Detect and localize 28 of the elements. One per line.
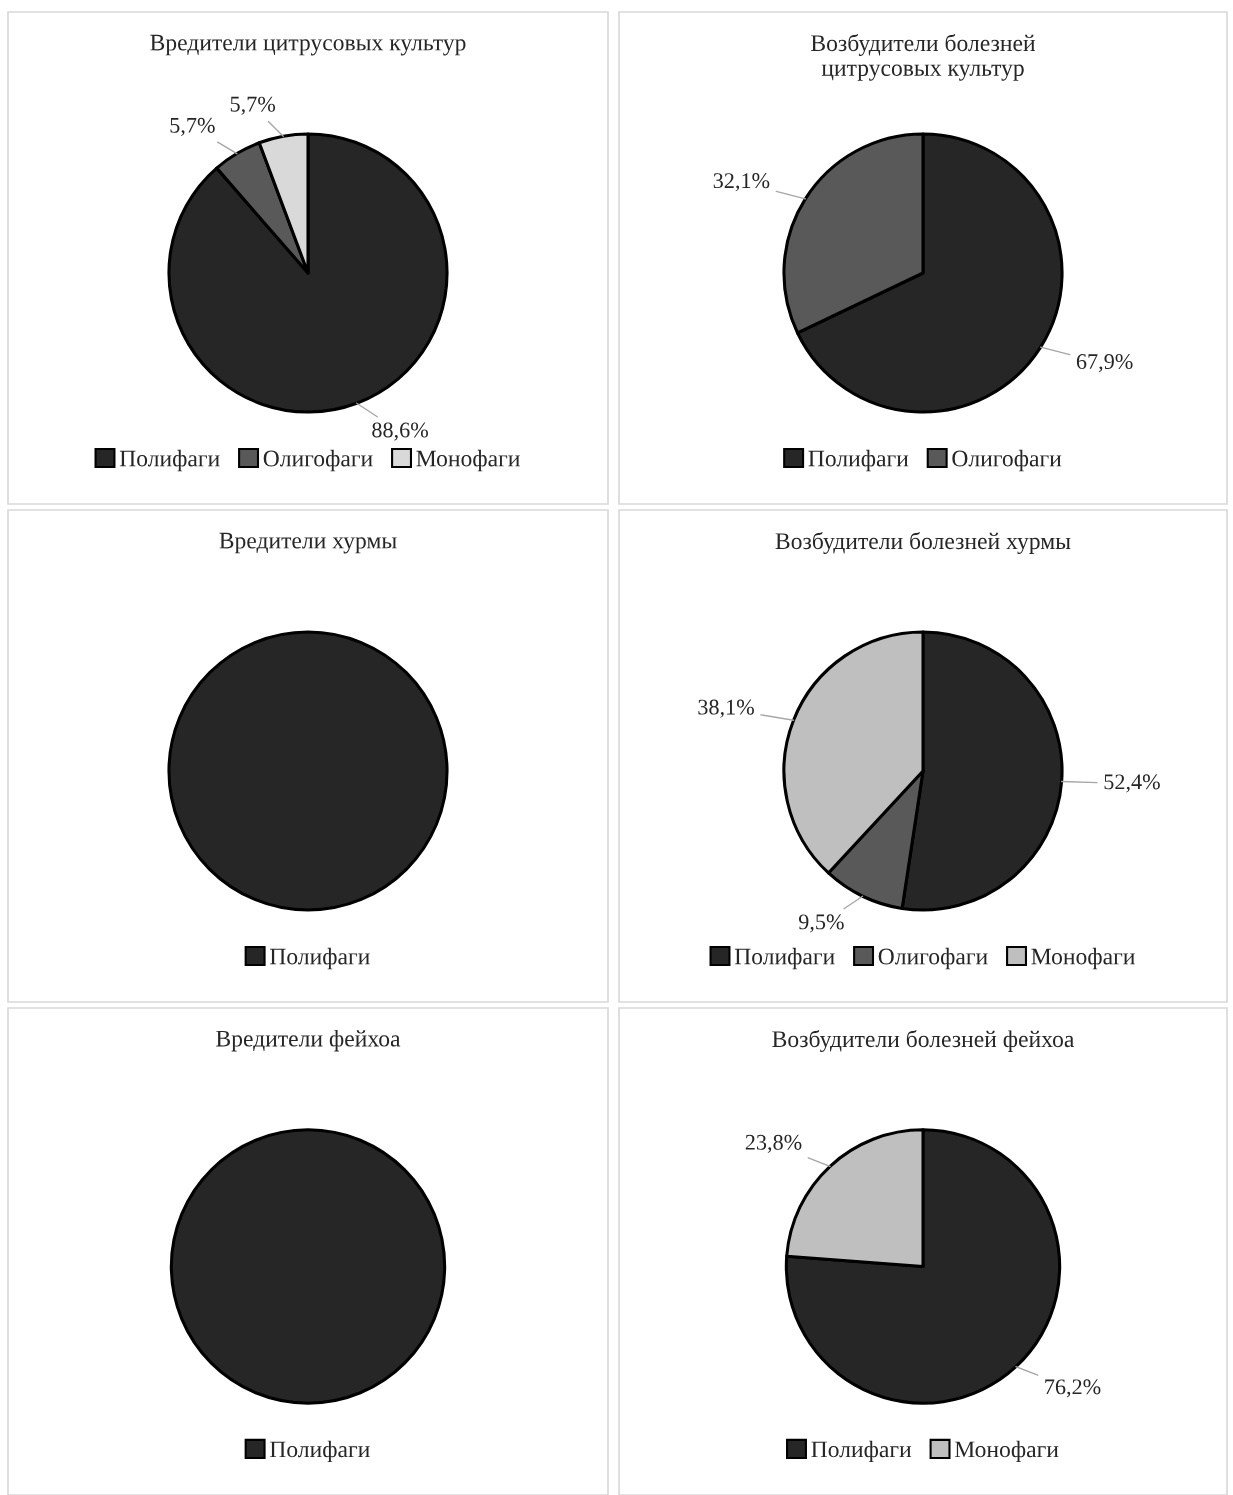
data-label: 76,2% xyxy=(1045,1379,1101,1398)
legend-label: Полифаги xyxy=(269,947,370,970)
chart-title: Вредители цитрусовых культур xyxy=(150,34,466,56)
legend-label: Монофаги xyxy=(416,449,520,472)
legend-label: Олигофаги xyxy=(878,947,988,970)
chart-title: Вредители фейхоа xyxy=(216,1030,401,1052)
data-label: 5,7% xyxy=(170,117,215,137)
chart-title: Вредители хурмы xyxy=(219,532,397,554)
data-label: 32,1% xyxy=(713,173,770,192)
legend-label: Полифаги xyxy=(269,1440,370,1463)
legend-label: Монофаги xyxy=(954,1440,1059,1463)
legend-label: Олигофаги xyxy=(263,449,373,472)
legend-label: Полифаги xyxy=(811,1440,912,1463)
data-label: 38,1% xyxy=(698,699,754,718)
legend-label: Полифаги xyxy=(808,449,909,472)
legend-label: Полифаги xyxy=(119,449,220,472)
data-label: 88,6% xyxy=(372,422,429,441)
legend-label: Монофаги xyxy=(1031,947,1135,970)
data-label: 9,5% xyxy=(798,914,844,933)
data-label: 23,8% xyxy=(745,1134,802,1153)
chart-title: Возбудители болезней фейхоа xyxy=(772,1030,1075,1052)
chart-title: Возбудители болезней цитрусовых культур xyxy=(811,34,1036,81)
legend-label: Полифаги xyxy=(734,947,835,970)
chart-title: Возбудители болезней хурмы xyxy=(775,532,1071,554)
data-label: 52,4% xyxy=(1104,774,1160,793)
legend-label: Олигофаги xyxy=(952,449,1062,472)
data-label: 5,7% xyxy=(230,96,276,115)
data-label: 67,9% xyxy=(1076,354,1133,373)
